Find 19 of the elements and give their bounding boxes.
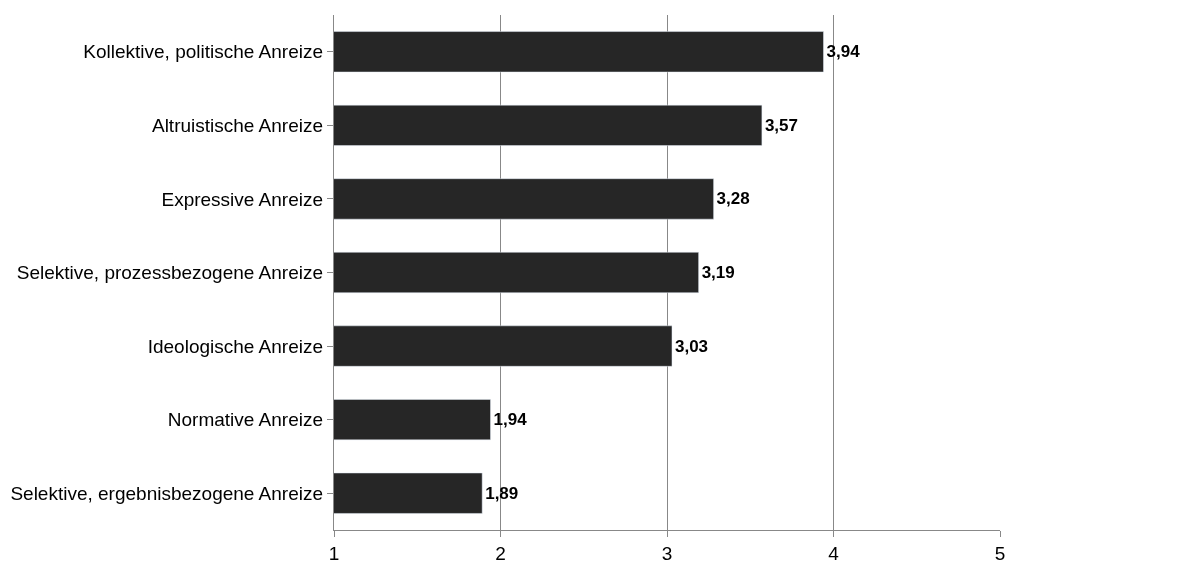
data-label: 1,89 [485,483,519,503]
y-tick-label: Ideologische Anreize [147,335,324,357]
x-tick-label: 5 [994,542,1006,564]
y-tick-label: Kollektive, politische Anreize [83,41,324,63]
x-tick-label: 1 [328,542,340,564]
y-tick-label: Selektive, prozessbezogene Anreize [16,262,324,284]
data-label: 3,03 [674,336,709,356]
x-tick-label: 3 [661,542,673,564]
y-tick-label: Selektive, ergebnisbezogene Anreize [10,482,324,504]
x-tick-label: 2 [495,542,506,564]
data-label: 3,94 [826,42,861,62]
data-label: 3,28 [716,189,750,209]
y-tick-label: Normative Anreize [167,409,324,431]
data-label: 1,94 [493,410,528,430]
y-tick-label: Altruistische Anreize [151,115,324,137]
x-tick-label: 4 [828,542,840,564]
data-label: 3,19 [701,263,735,282]
data-label: 3,57 [764,115,798,135]
y-tick-label: Expressive Anreize [161,188,324,210]
